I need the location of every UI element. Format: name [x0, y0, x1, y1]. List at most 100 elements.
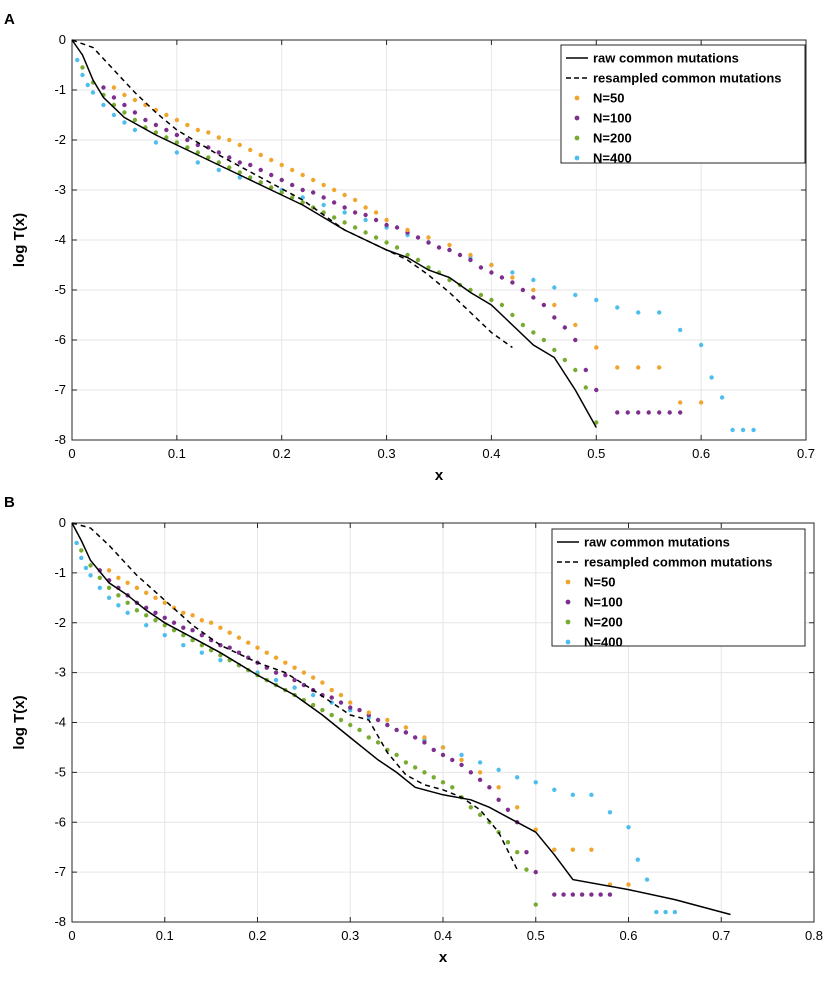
- data-point: [394, 727, 399, 733]
- data-point: [79, 548, 84, 553]
- y-tick-label: -4: [54, 232, 66, 247]
- data-point: [561, 892, 566, 897]
- data-point: [199, 618, 205, 623]
- data-point: [106, 595, 112, 601]
- legend-label-resampled-common-mutations: resampled common mutations: [584, 555, 773, 570]
- data-point: [607, 892, 613, 897]
- data-point: [552, 892, 557, 897]
- data-point: [208, 620, 214, 625]
- data-point: [426, 235, 431, 240]
- data-point: [227, 630, 232, 635]
- data-point: [125, 580, 130, 586]
- data-point: [357, 727, 362, 733]
- data-point: [218, 625, 223, 630]
- data-point: [342, 210, 347, 215]
- data-point: [122, 92, 127, 98]
- data-point: [321, 202, 326, 208]
- data-point: [164, 135, 169, 140]
- data-point: [635, 857, 640, 862]
- data-point: [363, 212, 368, 218]
- data-point: [195, 127, 201, 133]
- x-tick-label: 0.6: [619, 928, 637, 943]
- data-point: [342, 192, 347, 198]
- data-point: [83, 565, 89, 571]
- data-point: [153, 122, 159, 128]
- data-point: [541, 302, 547, 308]
- data-point: [644, 877, 650, 882]
- y-tick-label: -6: [54, 814, 66, 829]
- data-point: [290, 167, 295, 173]
- data-point: [524, 849, 529, 855]
- x-tick-label: 0.1: [156, 928, 174, 943]
- data-point: [185, 137, 190, 143]
- data-point: [227, 137, 232, 143]
- data-point: [348, 700, 353, 705]
- data-point: [431, 747, 436, 753]
- legend-swatch-n-400: [565, 639, 571, 645]
- data-point: [111, 85, 117, 90]
- legend: raw common mutations resampled common mut…: [560, 44, 806, 166]
- data-point: [496, 797, 501, 803]
- data-point: [366, 710, 371, 715]
- data-point: [496, 785, 501, 790]
- data-point: [598, 892, 603, 897]
- data-point: [75, 57, 80, 63]
- data-point: [487, 785, 492, 790]
- data-point: [190, 613, 195, 618]
- data-point: [373, 217, 379, 223]
- data-point: [246, 640, 251, 645]
- data-point: [162, 615, 167, 620]
- x-tick-label: 0.5: [587, 446, 605, 461]
- data-point: [269, 172, 274, 178]
- data-point: [677, 410, 683, 415]
- y-tick-label: -4: [54, 715, 66, 730]
- data-point: [615, 410, 620, 415]
- data-point: [751, 427, 756, 433]
- x-tick-label: 0.1: [168, 446, 186, 461]
- data-point: [510, 275, 515, 280]
- x-tick-label: 0.3: [341, 928, 359, 943]
- data-point: [216, 135, 221, 140]
- data-point: [255, 645, 260, 650]
- data-point: [615, 365, 620, 370]
- series-n-50: [106, 568, 631, 887]
- legend-label-n-200: N=200: [593, 131, 632, 146]
- data-point: [505, 807, 511, 812]
- data-point: [301, 682, 307, 688]
- data-point: [384, 222, 389, 228]
- data-point: [283, 660, 288, 665]
- data-point: [459, 762, 464, 768]
- data-point: [174, 132, 180, 138]
- data-point: [258, 180, 263, 185]
- data-point: [101, 85, 106, 90]
- x-axis-label: x: [435, 467, 444, 484]
- data-point: [366, 735, 371, 740]
- data-point: [79, 555, 84, 561]
- legend-label-n-100: N=100: [593, 111, 632, 126]
- data-point: [181, 610, 186, 615]
- y-tick-label: -8: [54, 432, 66, 447]
- data-point: [116, 575, 121, 581]
- data-point: [431, 775, 436, 780]
- data-point: [541, 337, 547, 343]
- x-tick-label: 0.4: [482, 446, 500, 461]
- data-point: [589, 792, 594, 798]
- data-point: [672, 909, 678, 915]
- data-point: [515, 805, 520, 810]
- data-point: [237, 175, 242, 180]
- data-point: [162, 600, 167, 605]
- data-point: [405, 252, 410, 258]
- data-point: [478, 292, 484, 298]
- data-point: [459, 757, 464, 763]
- data-point: [552, 787, 557, 793]
- x-tick-label: 0: [68, 928, 75, 943]
- data-point: [636, 310, 641, 315]
- data-point: [573, 322, 578, 328]
- data-point: [258, 152, 263, 158]
- data-point: [90, 90, 96, 95]
- data-point: [468, 257, 473, 263]
- data-point: [122, 102, 127, 108]
- data-point: [153, 140, 159, 145]
- data-point: [248, 175, 253, 180]
- data-point: [468, 805, 474, 810]
